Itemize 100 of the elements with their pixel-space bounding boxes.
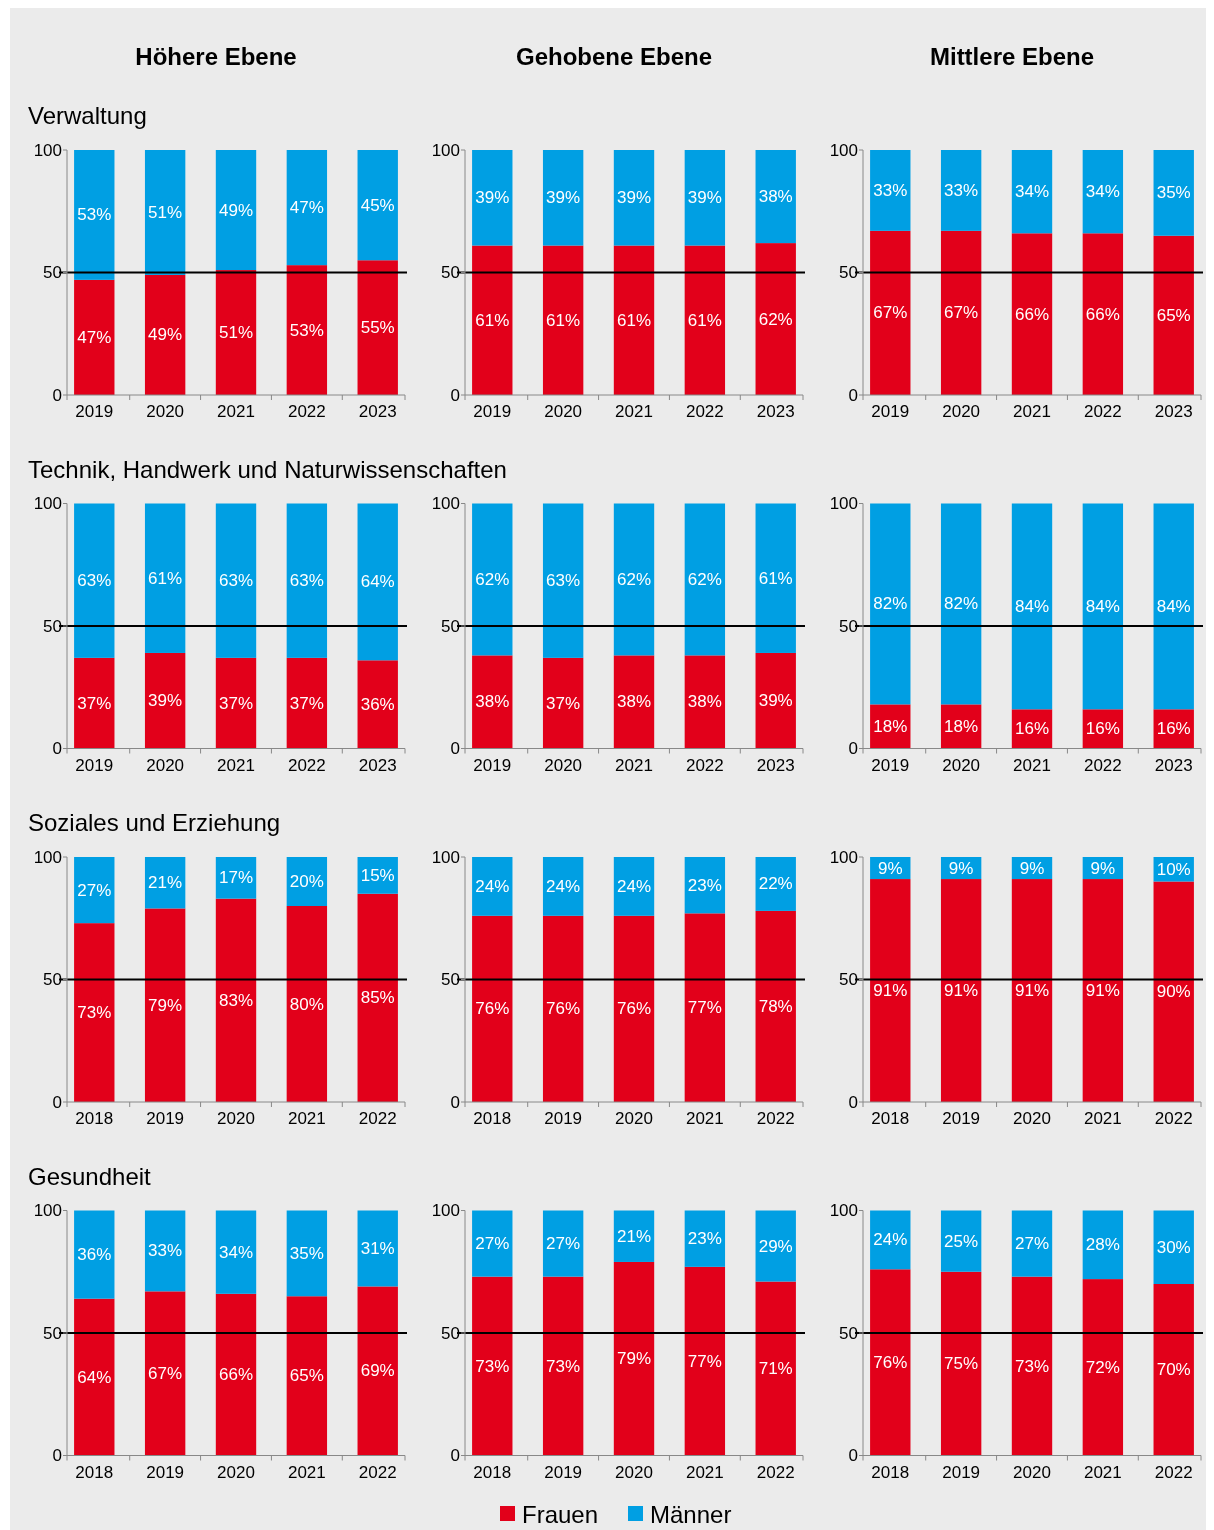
data-label: 61%: [616, 310, 652, 330]
x-tick-label: 2018: [473, 1462, 512, 1482]
bar: [286, 906, 328, 1102]
data-label: 9%: [877, 858, 903, 878]
bar: [870, 230, 911, 395]
data-label: 55%: [360, 318, 395, 338]
bar: [870, 150, 911, 231]
y-tick-label: 0: [450, 1092, 460, 1112]
y-tick-label: 100: [33, 494, 62, 513]
y-tick-label: 100: [829, 140, 858, 160]
y-tick-label: 50: [441, 1323, 460, 1343]
data-label: 10%: [1156, 859, 1191, 879]
bar: [286, 150, 328, 266]
x-tick-label: 2023: [358, 755, 397, 775]
data-label: 27%: [1014, 1234, 1050, 1254]
bar: [1153, 881, 1194, 1102]
x-tick-label: 2023: [1154, 755, 1193, 775]
data-label: 63%: [77, 571, 112, 591]
data-label: 18%: [873, 716, 908, 736]
bar: [542, 245, 584, 395]
data-label: 37%: [289, 693, 324, 713]
bar: [684, 655, 726, 749]
data-label: 39%: [148, 691, 183, 711]
bar: [215, 657, 257, 749]
data-label: 37%: [546, 693, 581, 713]
data-label: 71%: [758, 1359, 793, 1379]
x-tick-label: 2019: [871, 755, 910, 775]
x-tick-label: 2019: [473, 755, 512, 775]
bar: [940, 150, 982, 231]
bar: [144, 1210, 186, 1292]
x-tick-label: 2020: [544, 402, 583, 421]
data-label: 27%: [475, 1234, 510, 1254]
chart-title: Gehobene Ebene: [515, 43, 713, 70]
data-label: 9%: [948, 858, 974, 878]
data-label: 76%: [475, 999, 510, 1019]
y-tick-label: 0: [52, 385, 62, 405]
bar: [542, 150, 584, 246]
data-label: 63%: [546, 571, 581, 591]
data-label: 65%: [1156, 305, 1191, 325]
bar: [542, 657, 584, 749]
bar: [74, 1210, 115, 1299]
data-label: 61%: [148, 568, 183, 588]
data-label: 24%: [616, 876, 652, 896]
bar: [1153, 235, 1194, 395]
bar: [74, 1298, 115, 1456]
data-label: 47%: [77, 327, 112, 347]
data-label: 76%: [546, 999, 581, 1019]
bar: [215, 1210, 257, 1294]
data-label: 82%: [944, 594, 979, 614]
data-label: 67%: [873, 303, 908, 323]
bar: [215, 1293, 257, 1456]
bar: [1153, 1210, 1194, 1284]
bar: [472, 1276, 513, 1456]
data-label: 23%: [687, 875, 722, 895]
data-label: 37%: [77, 693, 112, 713]
bar: [1082, 1210, 1124, 1280]
y-tick-label: 100: [431, 140, 460, 160]
data-label: 45%: [360, 195, 395, 215]
data-label: 91%: [1085, 981, 1120, 1001]
data-label: 70%: [1156, 1360, 1191, 1380]
x-tick-label: 2022: [1083, 755, 1122, 775]
y-tick-label: 50: [43, 616, 62, 636]
y-tick-label: 50: [839, 263, 858, 282]
x-tick-label: 2020: [544, 755, 583, 775]
data-label: 84%: [1156, 596, 1191, 616]
y-tick-label: 0: [450, 1446, 460, 1465]
bar: [613, 655, 655, 749]
bar: [357, 1210, 398, 1287]
y-tick-label: 100: [33, 1201, 62, 1220]
data-label: 31%: [360, 1238, 395, 1258]
data-label: 38%: [475, 692, 510, 712]
chart-subtitle: Technik, Handwerk und Naturwissenschaften: [28, 455, 507, 483]
data-label: 9%: [1019, 858, 1045, 878]
x-tick-label: 2022: [287, 402, 326, 421]
bar: [286, 265, 328, 395]
data-label: 29%: [758, 1236, 793, 1256]
bar: [684, 1266, 726, 1456]
x-tick-label: 2019: [75, 402, 114, 421]
data-label: 22%: [758, 874, 793, 894]
bar: [286, 1296, 328, 1456]
bar: [144, 908, 186, 1102]
bar: [215, 503, 257, 658]
bar: [542, 503, 584, 658]
chart-title: Mittlere Ebene: [929, 43, 1095, 70]
x-tick-label: 2018: [871, 1462, 910, 1482]
data-label: 24%: [546, 876, 581, 896]
bar: [144, 1291, 186, 1456]
x-tick-label: 2019: [942, 1462, 981, 1482]
data-label: 39%: [475, 188, 510, 208]
bar: [472, 245, 513, 395]
y-tick-label: 100: [829, 1201, 858, 1220]
data-label: 63%: [218, 571, 254, 591]
bar: [472, 503, 513, 656]
data-label: 34%: [1085, 182, 1120, 202]
bar: [144, 652, 186, 749]
x-tick-label: 2020: [942, 402, 981, 421]
bar: [940, 503, 982, 705]
bar: [870, 503, 911, 705]
data-label: 25%: [944, 1231, 979, 1251]
bar: [613, 150, 655, 246]
